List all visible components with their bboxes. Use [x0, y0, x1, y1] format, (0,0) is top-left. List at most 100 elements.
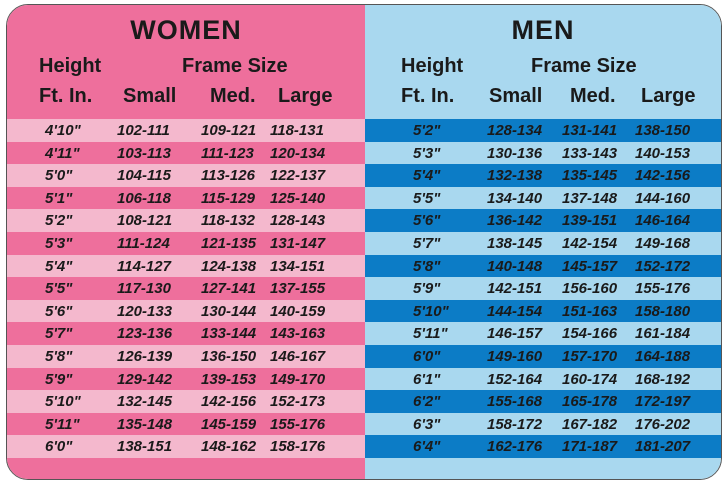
men-med-cell: 135-145	[562, 167, 618, 185]
men-table-row: 5'3" 130-136 133-143 140-153	[365, 141, 721, 165]
women-small-cell: 129-142	[117, 370, 173, 388]
women-small-cell: 132-145	[117, 393, 173, 411]
men-small-cell: 134-140	[487, 189, 543, 207]
men-med-cell: 133-143	[562, 144, 618, 162]
men-ft-in-header: Ft. In.	[401, 85, 455, 107]
men-table-row: 6'0" 149-160 157-170 164-188	[365, 345, 721, 368]
women-large-cell: 118-131	[270, 122, 324, 139]
men-small-cell: 128-134	[487, 122, 543, 139]
men-large-cell: 144-160	[635, 189, 691, 207]
women-height-cell: 5'5"	[45, 280, 73, 298]
men-small-cell: 149-160	[487, 348, 543, 365]
men-panel: MEN Height Ft. In. Frame Size Small Med.…	[365, 5, 721, 479]
women-table-row: 5'3" 111-124 121-135 131-147	[7, 232, 365, 255]
women-med-cell: 145-159	[201, 415, 257, 433]
women-large-cell: 149-170	[270, 370, 326, 388]
women-height-cell: 5'2"	[45, 212, 73, 230]
women-small-cell: 138-151	[117, 438, 173, 456]
women-table-row: 5'9" 129-142 139-153 149-170	[7, 367, 365, 391]
women-small-cell: 114-127	[117, 257, 171, 275]
women-table-row: 5'5" 117-130 127-141 137-155	[7, 277, 365, 300]
women-height-cell: 5'0"	[45, 167, 73, 185]
men-small-cell: 144-154	[487, 302, 543, 320]
men-large-cell: 181-207	[635, 438, 691, 456]
men-height-cell: 5'10"	[413, 302, 449, 320]
men-small-cell: 130-136	[487, 144, 543, 162]
men-small-cell: 152-164	[487, 370, 543, 388]
women-table-row: 5'10" 132-145 142-156 152-173	[7, 390, 365, 413]
men-large-cell: 176-202	[635, 415, 691, 433]
women-height-cell: 6'0"	[45, 438, 73, 456]
women-small-cell: 111-124	[117, 235, 170, 252]
men-med-cell: 154-166	[562, 325, 618, 343]
men-table-row: 5'4" 132-138 135-145 142-156	[365, 164, 721, 187]
men-small-cell: 138-145	[487, 235, 543, 252]
women-table-row: 5'7" 123-136 133-144 143-163	[7, 322, 365, 345]
men-small-header: Small	[489, 85, 543, 107]
women-small-cell: 120-133	[117, 302, 173, 320]
men-med-cell: 156-160	[562, 280, 618, 298]
men-large-cell: 140-153	[635, 144, 691, 162]
women-panel: WOMEN Height Ft. In. Frame Size Small Me…	[7, 5, 365, 479]
women-table-row: 6'0" 138-151 148-162 158-176	[7, 435, 365, 458]
men-table-row: 6'3" 158-172 167-182 176-202	[365, 412, 721, 436]
men-small-cell: 140-148	[487, 257, 543, 275]
men-table-row: 6'1" 152-164 160-174 168-192	[365, 367, 721, 391]
men-height-cell: 5'2"	[413, 122, 441, 139]
women-med-cell: 139-153	[201, 370, 257, 388]
women-table-row: 5'8" 126-139 136-150 146-167	[7, 345, 365, 368]
women-large-cell: 155-176	[270, 415, 326, 433]
women-large-cell: 146-167	[270, 348, 326, 365]
women-table-row: 4'11" 103-113 111-123 120-134	[7, 141, 365, 165]
women-table-row: 5'4" 114-127 124-138 134-151	[7, 254, 365, 278]
women-large-cell: 131-147	[270, 235, 326, 252]
men-med-cell: 139-151	[562, 212, 618, 230]
women-large-header: Large	[278, 85, 333, 107]
women-large-cell: 125-140	[270, 189, 326, 207]
women-table-row: 5'1" 106-118 115-129 125-140	[7, 186, 365, 210]
women-large-cell: 152-173	[270, 393, 326, 411]
men-table-row: 5'9" 142-151 156-160 155-176	[365, 277, 721, 300]
men-med-cell: 142-154	[562, 235, 618, 252]
men-height-cell: 6'2"	[413, 393, 441, 411]
men-med-cell: 167-182	[562, 415, 618, 433]
women-small-cell: 104-115	[117, 167, 171, 185]
men-table-row: 6'2" 155-168 165-178 172-197	[365, 390, 721, 413]
women-table-row: 5'2" 108-121 118-132 128-143	[7, 209, 365, 232]
women-large-cell: 158-176	[270, 438, 326, 456]
women-table-row: 5'6" 120-133 130-144 140-159	[7, 299, 365, 323]
men-small-cell: 132-138	[487, 167, 543, 185]
men-height-header: Height	[401, 55, 464, 77]
men-small-cell: 162-176	[487, 438, 543, 456]
men-small-cell: 142-151	[487, 280, 543, 298]
women-large-cell: 128-143	[270, 212, 326, 230]
women-small-cell: 123-136	[117, 325, 173, 343]
women-med-cell: 113-126	[201, 167, 255, 185]
men-large-cell: 142-156	[635, 167, 691, 185]
women-height-cell: 5'8"	[45, 348, 73, 365]
men-med-cell: 145-157	[562, 257, 618, 275]
women-med-cell: 124-138	[201, 257, 257, 275]
men-med-cell: 160-174	[562, 370, 618, 388]
men-large-cell: 158-180	[635, 302, 691, 320]
men-height-cell: 6'1"	[413, 370, 441, 388]
women-med-cell: 121-135	[201, 235, 257, 252]
women-small-cell: 106-118	[117, 189, 171, 207]
men-large-cell: 161-184	[635, 325, 691, 343]
men-height-cell: 5'4"	[413, 167, 441, 185]
women-med-cell: 118-132	[201, 212, 255, 230]
women-height-cell: 4'11"	[45, 144, 80, 162]
men-med-header: Med.	[570, 85, 616, 107]
men-table-row: 5'7" 138-145 142-154 149-168	[365, 232, 721, 255]
weight-chart-card: WOMEN Height Ft. In. Frame Size Small Me…	[6, 4, 722, 480]
women-height-cell: 5'10"	[45, 393, 81, 411]
women-small-cell: 126-139	[117, 348, 173, 365]
men-table-row: 5'5" 134-140 137-148 144-160	[365, 186, 721, 210]
women-table-row: 4'10" 102-111 109-121 118-131	[7, 119, 365, 142]
women-small-cell: 103-113	[117, 144, 171, 162]
men-large-cell: 168-192	[635, 370, 691, 388]
men-height-cell: 6'4"	[413, 438, 441, 456]
women-height-cell: 5'1"	[45, 189, 73, 207]
men-height-cell: 5'3"	[413, 144, 441, 162]
men-large-header: Large	[641, 85, 696, 107]
